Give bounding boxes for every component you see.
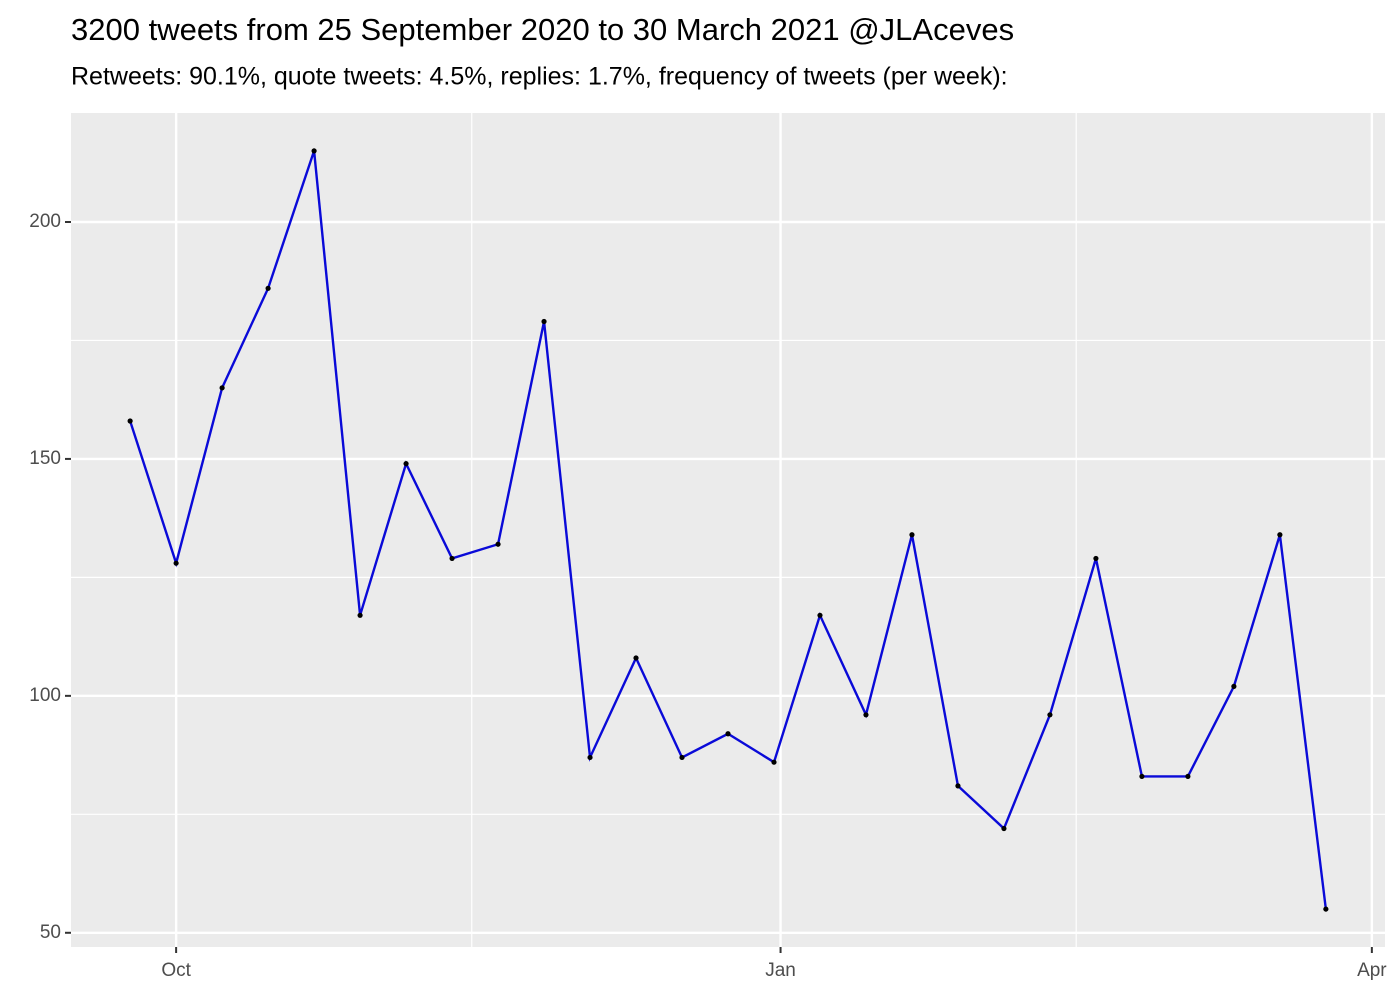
panel bbox=[71, 113, 1385, 947]
data-point bbox=[909, 532, 915, 538]
data-point bbox=[403, 461, 409, 467]
chart-subtitle: Retweets: 90.1%, quote tweets: 4.5%, rep… bbox=[71, 63, 1008, 91]
y-tick-label: 200 bbox=[29, 211, 61, 232]
data-point bbox=[1323, 906, 1329, 912]
data-point bbox=[817, 612, 823, 618]
data-point bbox=[357, 612, 363, 618]
y-tick-label: 50 bbox=[40, 922, 61, 943]
data-point bbox=[495, 541, 501, 547]
data-point bbox=[1277, 532, 1283, 538]
data-point bbox=[771, 759, 777, 765]
x-tick-label: Apr bbox=[1357, 960, 1387, 981]
x-tick-label: Jan bbox=[765, 960, 796, 981]
data-point bbox=[679, 754, 685, 761]
y-tick-label: 100 bbox=[29, 685, 61, 706]
data-point bbox=[1231, 683, 1237, 689]
data-point bbox=[1001, 825, 1007, 832]
data-point bbox=[219, 385, 225, 391]
data-point bbox=[1139, 773, 1145, 780]
data-point bbox=[127, 418, 133, 424]
data-point bbox=[1093, 555, 1099, 562]
data-point bbox=[863, 712, 869, 718]
data-point bbox=[633, 655, 639, 661]
data-point bbox=[265, 285, 271, 291]
y-tick-label: 150 bbox=[29, 448, 61, 469]
data-point bbox=[1047, 712, 1053, 718]
data-point bbox=[1185, 773, 1191, 780]
data-point bbox=[725, 731, 731, 737]
data-point bbox=[173, 560, 179, 566]
data-point bbox=[449, 555, 455, 562]
data-point bbox=[955, 783, 961, 789]
data-point bbox=[587, 754, 593, 761]
chart-title: 3200 tweets from 25 September 2020 to 30… bbox=[71, 12, 1014, 47]
x-tick-label: Oct bbox=[161, 960, 191, 981]
data-point bbox=[541, 318, 547, 325]
data-point bbox=[311, 148, 317, 154]
